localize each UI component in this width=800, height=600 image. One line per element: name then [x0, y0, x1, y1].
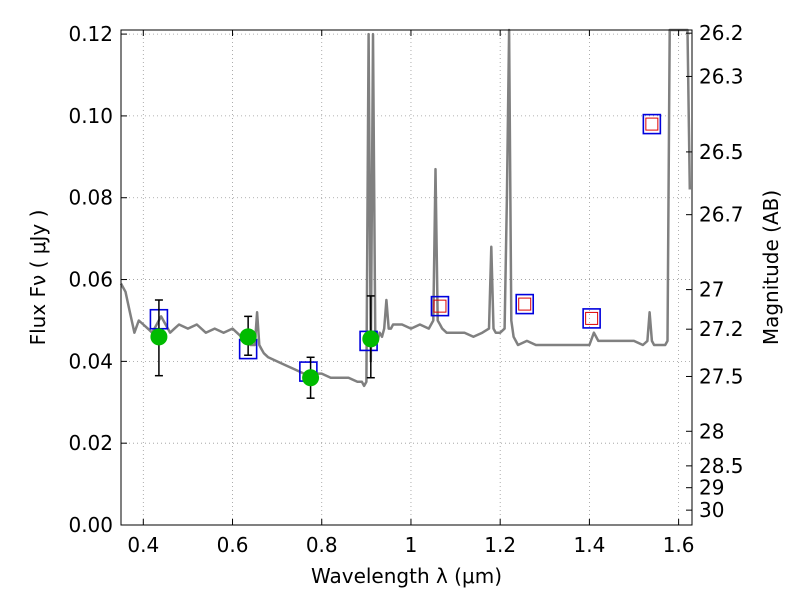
x-tick-label: 0.8 — [306, 533, 338, 557]
model-box-inner — [645, 117, 659, 131]
model-box-inner — [518, 297, 532, 311]
tick-layer: 0.4 0.6 0.8 1 1.2 1.4 1.6 0.00 0.02 0.04 0.06 0.08 0… — [68, 21, 743, 557]
x-tick-label: 0.4 — [127, 533, 159, 557]
model-box — [430, 295, 450, 317]
y2-tick-label: 27.5 — [699, 364, 744, 388]
x-tick-label: 1.4 — [573, 533, 605, 557]
y-tick-label: 0.00 — [68, 513, 113, 537]
y-tick-label: 0.04 — [68, 349, 113, 373]
y-tick-label: 0.02 — [68, 431, 113, 455]
data-point — [302, 369, 320, 387]
x-axis-title: Wavelength λ (μm) — [311, 564, 502, 588]
y-tick-label: 0.10 — [68, 104, 113, 128]
data-point — [150, 328, 168, 346]
x-tick-label: 1.2 — [484, 533, 516, 557]
model-box — [642, 113, 662, 135]
grid-layer — [121, 30, 692, 526]
y2-axis-title: Magnitude (AB) — [759, 190, 783, 345]
x-tick-label: 1.6 — [663, 533, 695, 557]
x-tick-label: 0.6 — [217, 533, 249, 557]
y2-tick-label: 30 — [699, 498, 724, 522]
plot-frame — [120, 29, 693, 526]
y-tick-label: 0.08 — [68, 186, 113, 210]
y2-tick-label: 26.5 — [699, 140, 744, 164]
y2-tick-label: 26.2 — [699, 21, 744, 45]
model-box — [582, 308, 601, 329]
plot-layer — [119, 28, 692, 399]
y2-tick-label: 29 — [699, 476, 724, 500]
y2-tick-label: 27 — [699, 278, 724, 302]
y-tick-label: 0.12 — [68, 22, 113, 46]
model-box — [515, 293, 535, 315]
data-point — [362, 330, 380, 348]
y2-tick-label: 28.5 — [699, 454, 744, 478]
spectrum-line — [119, 28, 692, 388]
x-tick-label: 1 — [405, 533, 418, 557]
model-box-inner — [585, 311, 599, 325]
y2-tick-label: 26.3 — [699, 64, 744, 88]
model-box-inner — [433, 299, 447, 313]
data-point — [239, 328, 257, 346]
y-tick-label: 0.06 — [68, 268, 113, 292]
y2-tick-label: 26.7 — [699, 203, 744, 227]
y2-tick-label: 27.2 — [699, 317, 744, 341]
y-axis-title: Flux Fν ( μJy ) — [26, 210, 50, 346]
y2-tick-label: 28 — [699, 419, 724, 443]
